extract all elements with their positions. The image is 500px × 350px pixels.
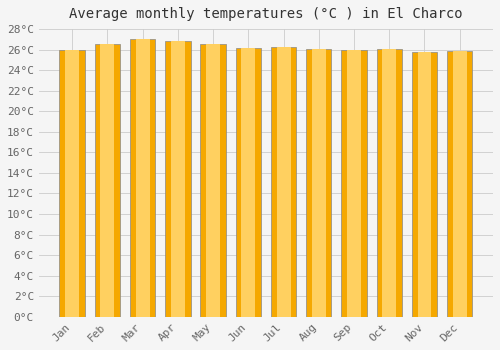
- Bar: [171, 41, 185, 317]
- Bar: [342, 50, 366, 317]
- Bar: [306, 49, 332, 317]
- Bar: [206, 44, 220, 317]
- Bar: [94, 44, 120, 317]
- Bar: [100, 44, 114, 317]
- Bar: [60, 50, 85, 317]
- Bar: [130, 39, 156, 317]
- Bar: [271, 47, 296, 317]
- Bar: [376, 49, 402, 317]
- Bar: [447, 51, 472, 317]
- Bar: [276, 47, 290, 317]
- Bar: [312, 49, 326, 317]
- Title: Average monthly temperatures (°C ) in El Charco: Average monthly temperatures (°C ) in El…: [69, 7, 462, 21]
- Bar: [412, 52, 437, 317]
- Bar: [136, 39, 149, 317]
- Bar: [242, 48, 256, 317]
- Bar: [65, 50, 79, 317]
- Bar: [236, 48, 261, 317]
- Bar: [382, 49, 396, 317]
- Bar: [165, 41, 190, 317]
- Bar: [347, 50, 361, 317]
- Bar: [200, 44, 226, 317]
- Bar: [418, 52, 432, 317]
- Bar: [452, 51, 466, 317]
